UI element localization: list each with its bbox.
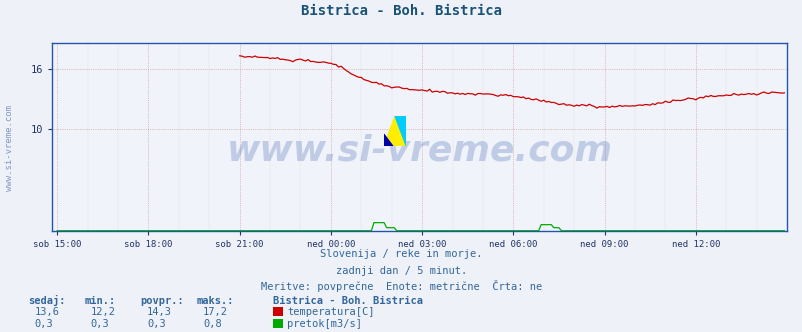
Text: Bistrica - Boh. Bistrica: Bistrica - Boh. Bistrica [301,4,501,18]
Text: 17,2: 17,2 [203,307,228,317]
Text: Meritve: povprečne  Enote: metrične  Črta: ne: Meritve: povprečne Enote: metrične Črta:… [261,281,541,292]
Text: 0,3: 0,3 [91,319,109,329]
Text: pretok[m3/s]: pretok[m3/s] [287,319,362,329]
Text: povpr.:: povpr.: [140,296,184,306]
Text: 0,8: 0,8 [203,319,221,329]
Text: temperatura[C]: temperatura[C] [287,307,375,317]
Text: 0,3: 0,3 [147,319,165,329]
Polygon shape [395,116,406,146]
Text: maks.:: maks.: [196,296,234,306]
Text: sedaj:: sedaj: [28,295,66,306]
Text: 12,2: 12,2 [91,307,115,317]
Text: www.si-vreme.com: www.si-vreme.com [5,105,14,191]
Text: min.:: min.: [84,296,115,306]
Text: 0,3: 0,3 [34,319,53,329]
Text: zadnji dan / 5 minut.: zadnji dan / 5 minut. [335,266,467,276]
Text: 14,3: 14,3 [147,307,172,317]
Text: Slovenija / reke in morje.: Slovenija / reke in morje. [320,249,482,259]
Polygon shape [383,116,406,146]
Text: 13,6: 13,6 [34,307,59,317]
Text: www.si-vreme.com: www.si-vreme.com [226,133,612,167]
Polygon shape [383,134,392,146]
Text: Bistrica - Boh. Bistrica: Bistrica - Boh. Bistrica [273,296,423,306]
